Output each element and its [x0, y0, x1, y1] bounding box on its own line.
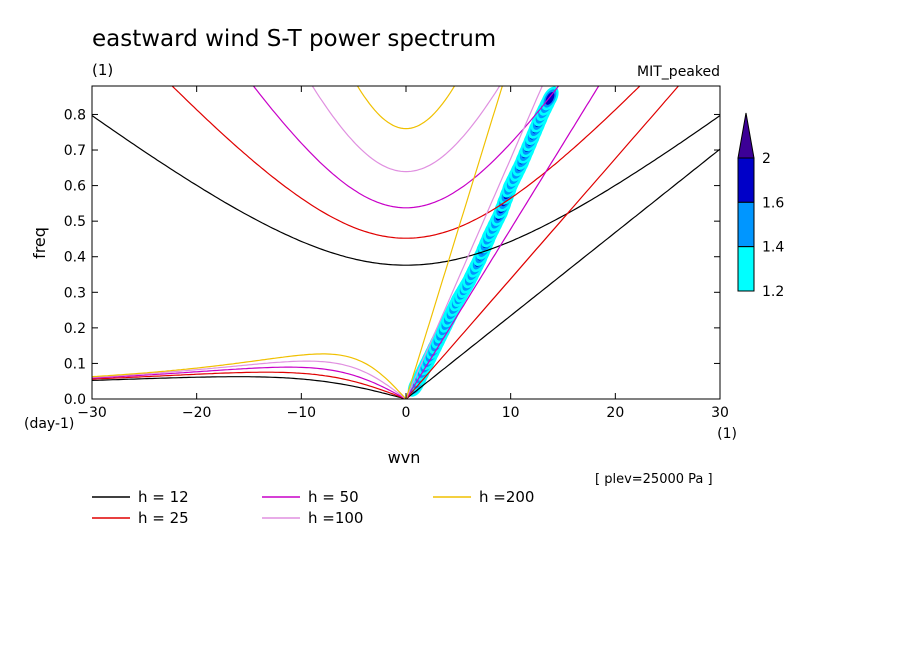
kelvin-curve	[405, 86, 600, 399]
plev-label: [ plev=25000 Pa ]	[595, 472, 713, 487]
legend: h = 12 h = 25 h = 50 h =100 h =200	[92, 488, 534, 527]
kelvin-curve	[405, 86, 680, 399]
y-tick-label: 0.0	[64, 392, 86, 408]
y-axis-label: freq	[30, 227, 49, 259]
inertio-gravity-curve	[311, 86, 501, 173]
legend-label: h = 12	[138, 488, 189, 506]
legend-label: h = 25	[138, 509, 189, 527]
kelvin-curve	[405, 148, 720, 399]
units-label: (1)	[92, 61, 113, 79]
inertio-gravity-curve	[356, 86, 456, 130]
colorbar: 1.2 1.4 1.6 2	[737, 112, 784, 300]
inertio-gravity-curve	[92, 115, 720, 266]
legend-label: h =100	[308, 509, 363, 527]
axis-ticks: −30 −20 −10 0 10 20 30 0.0 0.1 0.2 0.3 0.4 0.5 0.6 0.7…	[64, 86, 729, 421]
x-axis-units: (1)	[717, 426, 737, 442]
y-tick-label: 0.8	[64, 107, 86, 123]
legend-label: h = 50	[308, 488, 359, 506]
y-tick-label: 0.7	[64, 143, 86, 159]
x-tick-label: 10	[502, 405, 520, 421]
x-tick-label: 30	[711, 405, 729, 421]
inertio-gravity-curve	[171, 86, 641, 239]
x-tick-label: 0	[402, 405, 411, 421]
plot-frame	[91, 85, 721, 400]
legend-label: h =200	[479, 488, 534, 506]
inertio-gravity-curve	[252, 86, 560, 209]
chart-title: eastward wind S-T power spectrum	[92, 26, 496, 52]
rossby-curve	[92, 366, 407, 399]
y-axis-units: (day-1)	[24, 416, 74, 432]
rossby-curve	[92, 360, 407, 399]
x-axis-label: wvn	[388, 448, 421, 467]
x-tick-label: −30	[77, 405, 107, 421]
y-tick-label: 0.3	[64, 285, 86, 301]
run-label: MIT_peaked	[637, 64, 720, 80]
kelvin-curve	[405, 86, 543, 399]
y-tick-label: 0.6	[64, 179, 86, 195]
y-tick-label: 0.1	[64, 356, 86, 372]
rossby-curve	[92, 376, 407, 399]
dispersion-curves	[92, 86, 720, 399]
power-contours	[407, 86, 559, 397]
colorbar-tick-label: 1.6	[762, 195, 784, 211]
colorbar-tick-label: 2	[762, 151, 771, 167]
colorbar-tick-label: 1.2	[762, 284, 784, 300]
y-tick-label: 0.5	[64, 214, 86, 230]
rossby-curve	[92, 353, 407, 399]
colorbar-segment	[737, 246, 755, 292]
x-tick-label: −20	[182, 405, 212, 421]
rossby-curve	[92, 371, 407, 399]
x-tick-label: 20	[606, 405, 624, 421]
x-tick-label: −10	[287, 405, 317, 421]
colorbar-tick-label: 1.4	[762, 240, 784, 256]
power-blob-high	[545, 92, 555, 105]
y-tick-label: 0.4	[64, 250, 86, 266]
colorbar-segment	[737, 201, 755, 248]
colorbar-arrow	[737, 112, 755, 159]
colorbar-segment	[737, 157, 755, 203]
kelvin-curve	[405, 86, 503, 399]
y-tick-label: 0.2	[64, 321, 86, 337]
